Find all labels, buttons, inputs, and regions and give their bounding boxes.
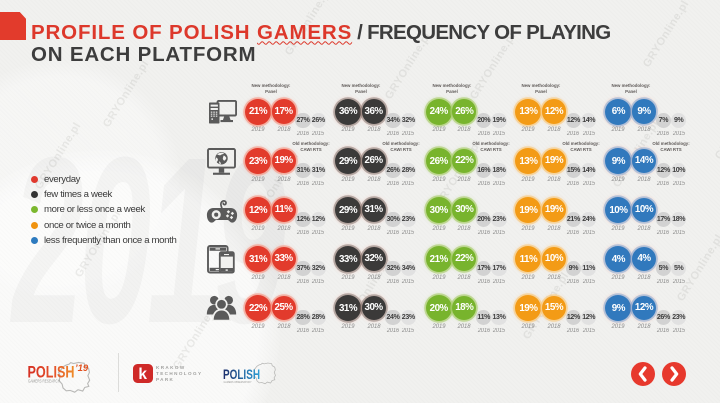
svg-text:GAMERS OBSERVATORY: GAMERS OBSERVATORY [224, 380, 252, 384]
svg-text:POLISH: POLISH [28, 364, 75, 382]
svg-text:PARK: PARK [156, 377, 174, 382]
svg-text:’19: ’19 [75, 363, 89, 374]
svg-text:POLISH: POLISH [223, 366, 260, 382]
svg-text:KRAKOW: KRAKOW [156, 365, 186, 370]
svg-text:GAMERS RESEARCH: GAMERS RESEARCH [28, 379, 60, 384]
svg-text:k: k [138, 366, 147, 383]
svg-text:TECHNOLOGY: TECHNOLOGY [156, 371, 202, 376]
